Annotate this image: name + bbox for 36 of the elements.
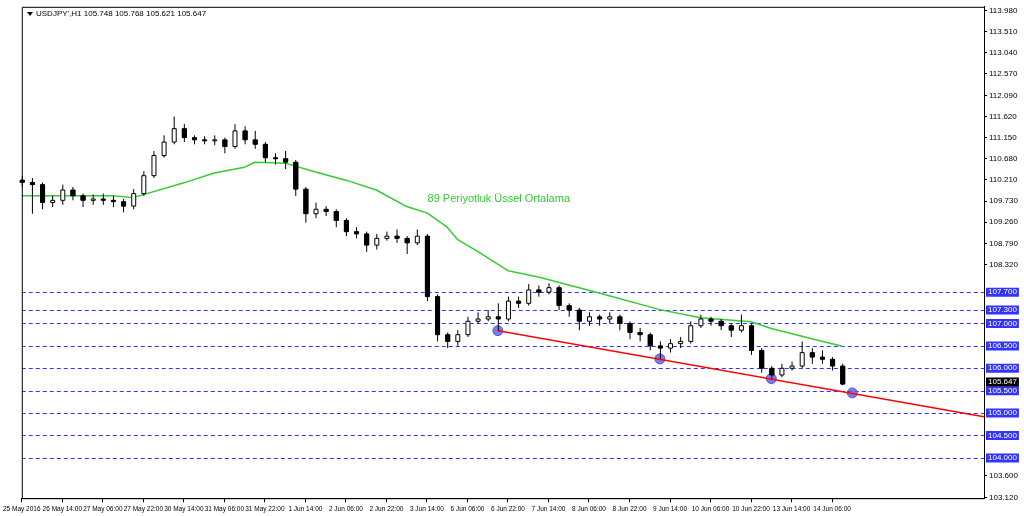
y-tick-label: 110.680 <box>989 153 1018 163</box>
y-tick-label: 109.260 <box>989 217 1019 227</box>
y-tick-label: 113.040 <box>989 48 1018 58</box>
y-tick-label: 109.730 <box>989 196 1019 206</box>
ref-line-label: 106.000 <box>988 363 1018 373</box>
ref-line-label: 107.700 <box>988 287 1018 297</box>
y-tick-label: 103.120 <box>989 492 1019 502</box>
ref-line-label: 107.300 <box>988 305 1018 315</box>
ref-line-label: 106.500 <box>988 341 1018 351</box>
y-tick-label: 112.090 <box>989 90 1018 100</box>
candlestick <box>526 283 532 307</box>
y-tick-label: 111.150 <box>989 132 1018 142</box>
candlestick <box>364 231 370 253</box>
candlestick <box>749 323 755 356</box>
ref-line-label: 104.500 <box>988 430 1018 440</box>
y-tick-label: 113.510 <box>989 27 1018 37</box>
y-tick-label: 112.570 <box>989 69 1018 79</box>
candlestick <box>799 340 805 369</box>
y-tick-label: 108.790 <box>989 238 1019 248</box>
candlestick <box>546 282 552 295</box>
candlestick <box>688 320 694 345</box>
chart-title: USDJPY',H1 105.748 105.768 105.621 105.647 <box>36 9 207 18</box>
ref-line-label: 107.000 <box>988 318 1018 328</box>
y-tick-label: 110.210 <box>989 174 1018 184</box>
y-tick-label: 108.320 <box>989 259 1019 269</box>
ref-line-label: 104.000 <box>988 453 1018 463</box>
ref-line-label: 105.000 <box>988 408 1018 418</box>
y-tick-label: 103.600 <box>989 471 1019 481</box>
candlestick <box>80 193 86 208</box>
y-tick-label: 111.620 <box>989 111 1018 121</box>
series-label: 89 Periyotluk Üssel Ortalama <box>427 192 571 205</box>
candlestick <box>131 188 137 210</box>
ref-line-label: 105.500 <box>988 385 1018 395</box>
y-tick-label: 113.980 <box>989 6 1018 16</box>
candlestick <box>171 116 177 145</box>
text: 105.647 <box>988 377 1018 387</box>
